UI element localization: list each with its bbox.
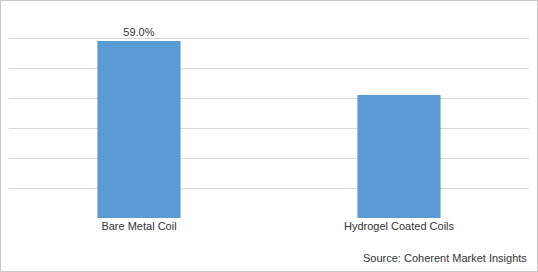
svg-text:Source: Coherent Market Insigh: Source: Coherent Market Insights <box>363 252 527 264</box>
svg-text:59.0%: 59.0% <box>123 26 154 38</box>
svg-text:Bare Metal Coil: Bare Metal Coil <box>101 220 176 232</box>
svg-text:Hydrogel Coated Coils: Hydrogel Coated Coils <box>344 220 455 232</box>
